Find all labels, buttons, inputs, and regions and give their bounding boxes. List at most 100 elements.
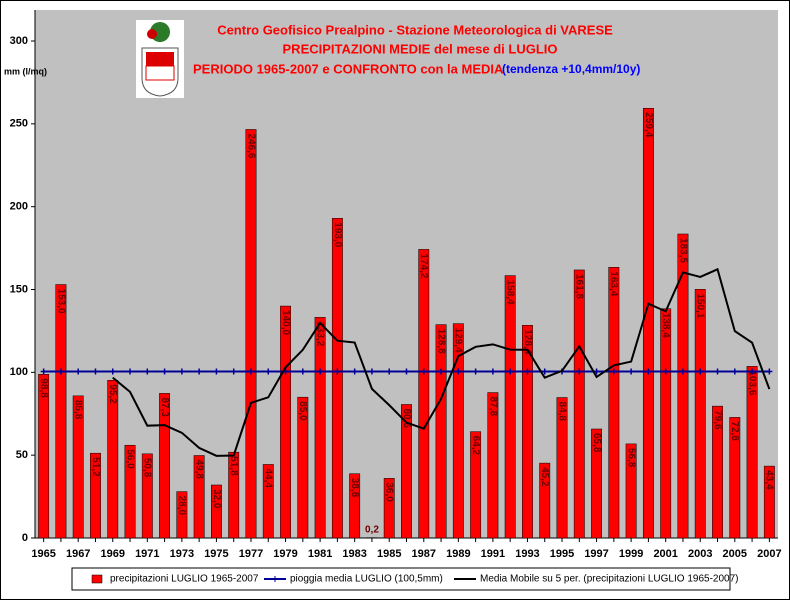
bar	[245, 129, 257, 539]
data-label: 0,2	[365, 524, 379, 535]
marker	[610, 368, 617, 375]
line	[112, 267, 771, 457]
legend-label: Media Mobile su 5 per. (precipitazioni L…	[480, 574, 738, 585]
data-label: 140,0	[280, 310, 291, 335]
bar	[694, 289, 706, 539]
data-label: 43,4	[764, 470, 775, 490]
data-label: 85,8	[73, 400, 84, 420]
logo	[136, 20, 184, 98]
marker	[420, 368, 427, 375]
x-tick-label: 1969	[101, 548, 125, 560]
data-label: 32,0	[211, 489, 222, 509]
x-tick-label: 1993	[515, 548, 539, 560]
data-label: 56,8	[625, 448, 636, 468]
marker	[247, 368, 254, 375]
legend-label: pioggia media LUGLIO (100,5mm)	[290, 574, 443, 585]
data-label: 174,2	[418, 253, 429, 278]
data-label: 246,6	[245, 133, 256, 158]
data-label: 128,4	[522, 329, 533, 354]
legend	[71, 567, 731, 591]
bar	[107, 380, 119, 539]
bar	[349, 473, 361, 539]
x-tick-label: 1997	[584, 548, 608, 560]
marker	[351, 368, 358, 375]
x-tick-label: 1981	[308, 548, 332, 560]
marker	[127, 368, 134, 375]
x-tick-label: 1987	[412, 548, 436, 560]
bar	[55, 284, 67, 539]
data-label: 259,4	[643, 112, 654, 137]
bar	[228, 451, 240, 539]
x-tick-label: 1991	[481, 548, 505, 560]
bar	[712, 405, 723, 539]
y-tick-label: 300	[10, 35, 28, 47]
title-line: Centro Geofisico Prealpino - Stazione Me…	[217, 22, 613, 37]
bar	[522, 325, 533, 539]
bar	[660, 308, 672, 539]
bar	[314, 317, 326, 539]
data-label: 87,3	[159, 397, 170, 417]
data-label: 72,8	[729, 421, 740, 441]
bar	[280, 305, 291, 539]
marker	[731, 368, 738, 375]
data-label: 193,0	[332, 222, 343, 247]
marker	[57, 368, 64, 375]
marker	[628, 368, 635, 375]
marker	[213, 368, 220, 375]
marker	[697, 368, 704, 375]
legend-swatch	[91, 574, 103, 584]
x-tick-label: 1967	[66, 548, 90, 560]
data-label: 45,2	[539, 467, 550, 487]
bar	[608, 267, 620, 539]
data-label: 138,4	[660, 313, 671, 338]
x-tick-label: 1973	[170, 548, 194, 560]
x-tick-label: 1975	[204, 548, 228, 560]
x-tick-label: 1977	[239, 548, 263, 560]
marker	[196, 368, 203, 375]
bar	[383, 478, 395, 539]
bar	[331, 218, 343, 539]
data-label: 84,8	[556, 402, 567, 422]
marker	[472, 368, 479, 375]
marker	[766, 368, 773, 375]
bar	[746, 366, 758, 539]
data-label: 65,8	[591, 433, 602, 453]
x-tick-label: 1971	[135, 548, 159, 560]
x-tick-label: 2005	[723, 548, 747, 560]
title-line: PRECIPITAZIONI MEDIE del mese di LUGLIO	[283, 41, 558, 56]
bar	[418, 249, 430, 539]
bar	[176, 491, 188, 539]
marker	[489, 368, 496, 375]
y-tick-label: 150	[10, 283, 28, 295]
bar	[435, 324, 447, 539]
legend-label: precipitazioni LUGLIO 1965-2007	[110, 574, 259, 585]
marker	[265, 368, 272, 375]
bar	[677, 233, 689, 539]
marker	[438, 368, 445, 375]
marker	[178, 368, 185, 375]
bar	[556, 397, 568, 539]
y-tick-label: 200	[10, 201, 28, 213]
marker	[230, 368, 237, 375]
marker	[334, 368, 341, 375]
data-label: 128,8	[435, 329, 446, 354]
bar	[504, 275, 516, 539]
x-tick-label: 2007	[757, 548, 781, 560]
bar	[38, 374, 50, 539]
marker	[524, 368, 531, 375]
bar	[625, 443, 637, 539]
marker	[161, 368, 168, 375]
y-axis-label: mm (l/mq)	[4, 66, 47, 76]
title-line: PERIODO 1965-2007 e CONFRONTO con la MED…	[193, 61, 504, 76]
y-tick-label: 100	[10, 366, 28, 378]
marker	[714, 368, 721, 375]
bar	[539, 462, 551, 539]
x-tick-label: 1985	[377, 548, 401, 560]
data-label: 49,8	[194, 459, 205, 479]
y-tick-label: 250	[10, 118, 28, 130]
marker	[403, 368, 410, 375]
marker	[92, 368, 99, 375]
data-label: 56,0	[124, 449, 135, 469]
legend-marker	[272, 576, 278, 582]
